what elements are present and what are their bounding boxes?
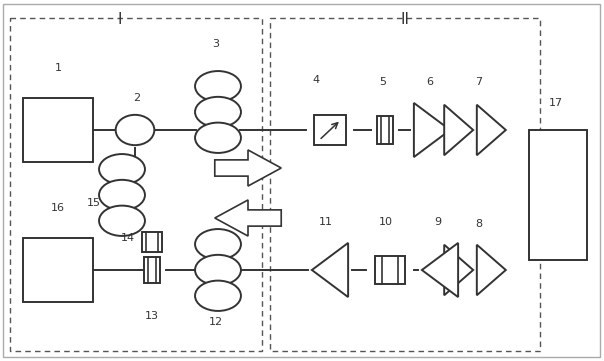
Ellipse shape bbox=[195, 255, 241, 285]
Text: 16: 16 bbox=[51, 203, 65, 213]
Text: 2: 2 bbox=[133, 93, 141, 103]
Bar bbox=[10, 18, 262, 351]
Ellipse shape bbox=[195, 123, 241, 153]
Bar bbox=[142, 232, 162, 252]
Ellipse shape bbox=[195, 280, 241, 311]
Text: 7: 7 bbox=[475, 77, 483, 87]
Text: I: I bbox=[118, 12, 122, 27]
Bar bbox=[144, 257, 160, 283]
Text: 17: 17 bbox=[549, 98, 563, 108]
Polygon shape bbox=[477, 245, 506, 295]
Text: 10: 10 bbox=[379, 217, 393, 227]
Ellipse shape bbox=[99, 206, 145, 236]
Ellipse shape bbox=[195, 229, 241, 260]
Text: 1: 1 bbox=[54, 63, 62, 73]
Ellipse shape bbox=[195, 97, 241, 127]
Text: 4: 4 bbox=[312, 75, 320, 85]
Bar bbox=[24, 238, 93, 301]
Polygon shape bbox=[414, 103, 450, 157]
Polygon shape bbox=[444, 245, 473, 295]
Text: 9: 9 bbox=[434, 217, 442, 227]
Text: 11: 11 bbox=[319, 217, 333, 227]
Polygon shape bbox=[444, 105, 473, 155]
Polygon shape bbox=[215, 200, 281, 236]
Ellipse shape bbox=[116, 115, 155, 145]
Bar bbox=[377, 117, 393, 144]
Bar bbox=[375, 256, 405, 283]
Text: 14: 14 bbox=[121, 233, 135, 243]
Bar bbox=[314, 115, 345, 145]
Polygon shape bbox=[215, 150, 281, 186]
Text: 6: 6 bbox=[426, 77, 434, 87]
Ellipse shape bbox=[99, 180, 145, 210]
Polygon shape bbox=[422, 243, 458, 297]
Bar bbox=[529, 130, 586, 260]
Bar bbox=[24, 99, 93, 162]
Text: II: II bbox=[400, 12, 410, 27]
Text: 5: 5 bbox=[379, 77, 387, 87]
Ellipse shape bbox=[99, 154, 145, 184]
Text: 12: 12 bbox=[209, 317, 223, 327]
Bar bbox=[270, 18, 540, 351]
Ellipse shape bbox=[195, 71, 241, 101]
Text: 3: 3 bbox=[213, 39, 219, 49]
Text: 13: 13 bbox=[145, 311, 159, 321]
Polygon shape bbox=[477, 105, 506, 155]
Text: 8: 8 bbox=[475, 219, 483, 229]
Text: 15: 15 bbox=[87, 198, 101, 208]
Polygon shape bbox=[312, 243, 348, 297]
